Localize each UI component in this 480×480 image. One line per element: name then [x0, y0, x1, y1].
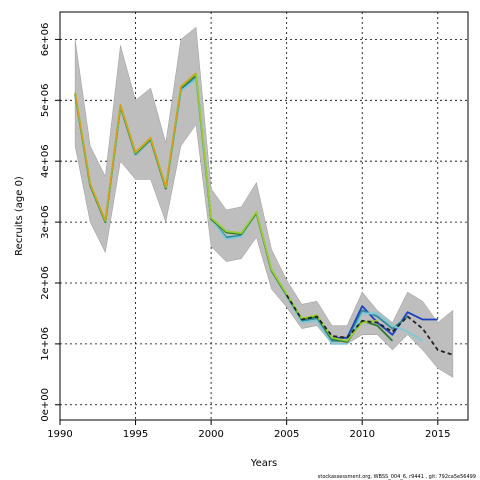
x-tick-label: 2010 — [349, 429, 374, 440]
plot-frame — [59, 11, 469, 421]
y-axis: 0e+00 1e+06 2e+06 3e+06 4e+06 5e+06 6e+06 — [40, 23, 60, 422]
y-tick-label: 1e+06 — [40, 327, 51, 361]
y-tick-label: 3e+06 — [40, 205, 51, 239]
y-tick-label: 0e+00 — [40, 388, 51, 422]
x-tick-label: 1990 — [47, 429, 72, 440]
footnote: stockassessment.org, WBSS_004_6, r9441 ,… — [318, 474, 476, 480]
y-tick-label: 5e+06 — [40, 83, 51, 117]
x-axis: 1990 1995 2000 2005 2010 2015 — [47, 420, 451, 440]
y-tick-label: 4e+06 — [40, 144, 51, 178]
confidence-band-layer — [74, 26, 454, 378]
series-line-7 — [285, 294, 454, 356]
x-tick-label: 2000 — [198, 429, 223, 440]
confidence-band — [74, 26, 454, 378]
x-tick-label: 1995 — [123, 429, 148, 440]
series-line-6 — [74, 72, 197, 221]
series-layer — [74, 72, 454, 356]
y-axis-title: Recruits (age 0) — [14, 176, 25, 256]
x-tick-label: 2005 — [274, 429, 299, 440]
y-tick-label: 2e+06 — [40, 266, 51, 300]
x-axis-title: Years — [250, 458, 277, 469]
x-tick-label: 2015 — [425, 429, 450, 440]
y-tick-label: 6e+06 — [40, 23, 51, 57]
